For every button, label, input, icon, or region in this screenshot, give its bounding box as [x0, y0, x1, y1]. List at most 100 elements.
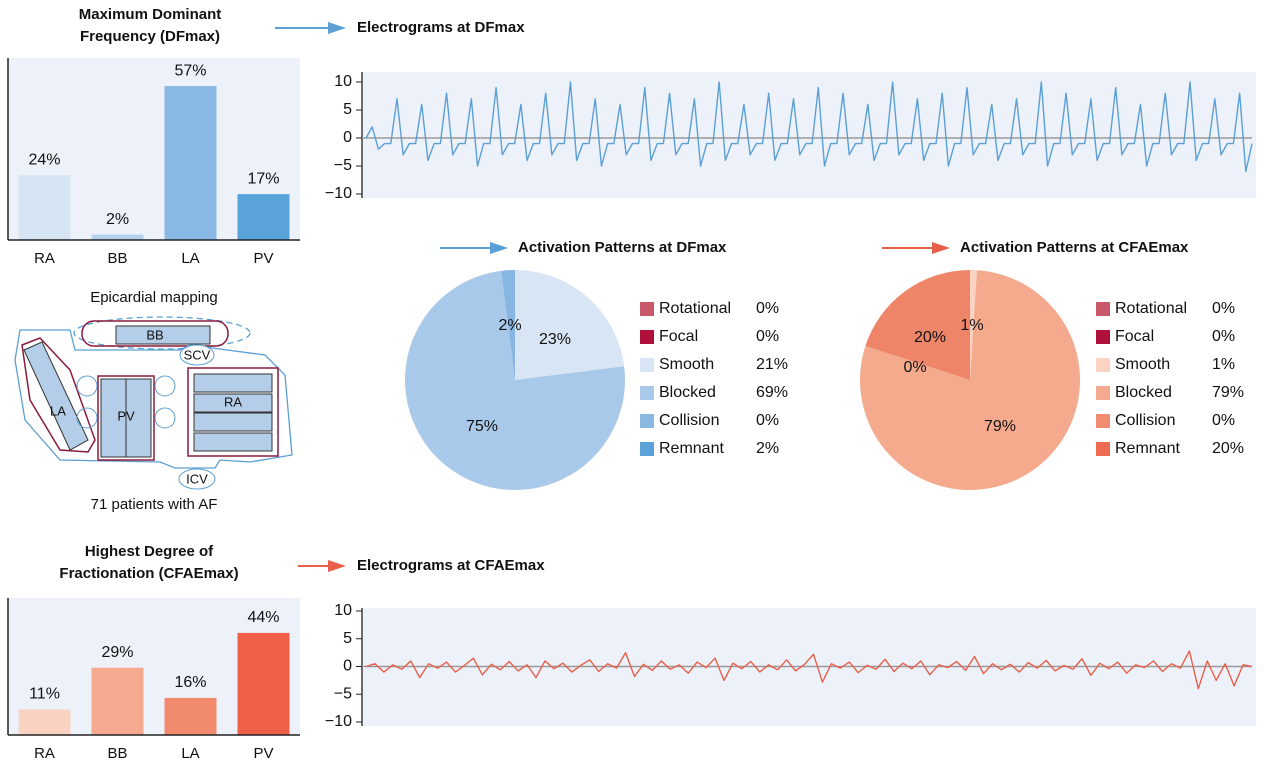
- legend-swatch: [1096, 386, 1110, 400]
- legend-value: 0%: [756, 328, 779, 345]
- y-tick-label: 5: [343, 101, 352, 118]
- slice-label: 20%: [914, 329, 946, 346]
- panel-bg: [362, 72, 1256, 198]
- signal-line: [365, 81, 1253, 173]
- value-label: 2%: [106, 211, 129, 228]
- value-label: 11%: [29, 686, 60, 703]
- pie-slice: [970, 270, 977, 380]
- value-label: 29%: [101, 644, 133, 661]
- x-tick-label: LA: [181, 745, 199, 762]
- slice-label: 1%: [960, 317, 983, 334]
- legend-swatch: [640, 414, 654, 428]
- bar: [18, 709, 71, 735]
- legend-swatch: [640, 302, 654, 316]
- x-tick-label: RA: [34, 745, 55, 762]
- legend-value: 79%: [1212, 384, 1244, 401]
- x-tick-label: PV: [253, 250, 273, 267]
- legend-value: 21%: [756, 356, 788, 373]
- slice-label: 75%: [466, 418, 498, 435]
- pie-slice: [860, 270, 1080, 490]
- slice-label: 23%: [539, 331, 571, 348]
- heart-diagram: [14, 316, 293, 490]
- chart-title: Electrograms at CFAEmax: [357, 557, 545, 574]
- pie-slice: [501, 270, 515, 380]
- y-tick-label: −5: [334, 157, 352, 174]
- y-tick-label: −5: [334, 685, 352, 702]
- y-tick-label: 0: [343, 658, 352, 675]
- diagram-label: RA: [224, 394, 242, 409]
- x-tick-label: RA: [34, 250, 55, 267]
- legend-value: 0%: [1212, 328, 1235, 345]
- legend-swatch: [1096, 330, 1110, 344]
- legend-value: 69%: [756, 384, 788, 401]
- diagram-label: LA: [50, 403, 66, 418]
- legend-label: Focal: [659, 328, 698, 345]
- pie-slice: [404, 270, 625, 490]
- value-label: 17%: [247, 170, 279, 187]
- bar: [237, 194, 290, 240]
- slice-label: 0%: [903, 359, 926, 376]
- value-label: 57%: [174, 62, 206, 79]
- slice-label: 79%: [984, 418, 1016, 435]
- legend-swatch: [640, 330, 654, 344]
- legend-swatch: [1096, 302, 1110, 316]
- value-label: 16%: [174, 674, 206, 691]
- legend-label: Focal: [1115, 328, 1154, 345]
- legend-label: Blocked: [659, 384, 716, 401]
- legend-swatch: [1096, 358, 1110, 372]
- y-tick-label: 10: [334, 73, 352, 90]
- y-tick-label: 5: [343, 630, 352, 647]
- value-label: 24%: [28, 151, 60, 168]
- chart-title: Electrograms at DFmax: [357, 19, 525, 36]
- legend-label: Blocked: [1115, 384, 1172, 401]
- diagram-title: Epicardial mapping: [90, 289, 218, 306]
- legend-label: Remnant: [659, 440, 724, 457]
- legend-label: Smooth: [1115, 356, 1170, 373]
- x-tick-label: LA: [181, 250, 199, 267]
- diagram-label: PV: [117, 408, 135, 423]
- bar: [18, 175, 71, 240]
- bar: [164, 86, 217, 240]
- bar-title: Highest Degree of Fractionation (CFAEmax…: [59, 543, 239, 582]
- bar: [91, 667, 144, 735]
- x-tick-label: BB: [107, 745, 127, 762]
- chart-title: Activation Patterns at DFmax: [518, 239, 727, 256]
- bar: [237, 632, 290, 735]
- x-tick-label: BB: [107, 250, 127, 267]
- legend-swatch: [640, 386, 654, 400]
- legend-value: 0%: [756, 412, 779, 429]
- legend-value: 1%: [1212, 356, 1235, 373]
- signal-line: [365, 650, 1253, 690]
- legend-value: 0%: [756, 300, 779, 317]
- pie-slice: [515, 270, 625, 380]
- bar: [91, 234, 144, 240]
- legend-value: 0%: [1212, 412, 1235, 429]
- y-tick-label: −10: [325, 185, 352, 202]
- legend-swatch: [1096, 414, 1110, 428]
- bar-title: Maximum Dominant Frequency (DFmax): [78, 6, 222, 45]
- legend-value: 0%: [1212, 300, 1235, 317]
- legend-swatch: [640, 442, 654, 456]
- arrows: [275, 22, 950, 572]
- diagram-caption: 71 patients with AF: [91, 496, 218, 513]
- legend-value: 20%: [1212, 440, 1244, 457]
- legend-label: Rotational: [1115, 300, 1187, 317]
- pie-slice: [865, 270, 970, 380]
- chart-title: Activation Patterns at CFAEmax: [960, 239, 1189, 256]
- diagram-label: SCV: [184, 347, 211, 362]
- diagram-label: BB: [146, 327, 163, 342]
- legend-label: Remnant: [1115, 440, 1180, 457]
- legend-label: Rotational: [659, 300, 731, 317]
- legend-label: Smooth: [659, 356, 714, 373]
- bar: [164, 697, 217, 735]
- y-tick-label: 0: [343, 129, 352, 146]
- legend-label: Collision: [659, 412, 719, 429]
- x-tick-label: PV: [253, 745, 273, 762]
- legend-label: Collision: [1115, 412, 1175, 429]
- legend-value: 2%: [756, 440, 779, 457]
- legend-swatch: [1096, 442, 1110, 456]
- y-tick-label: −10: [325, 713, 352, 730]
- y-tick-label: 10: [334, 602, 352, 619]
